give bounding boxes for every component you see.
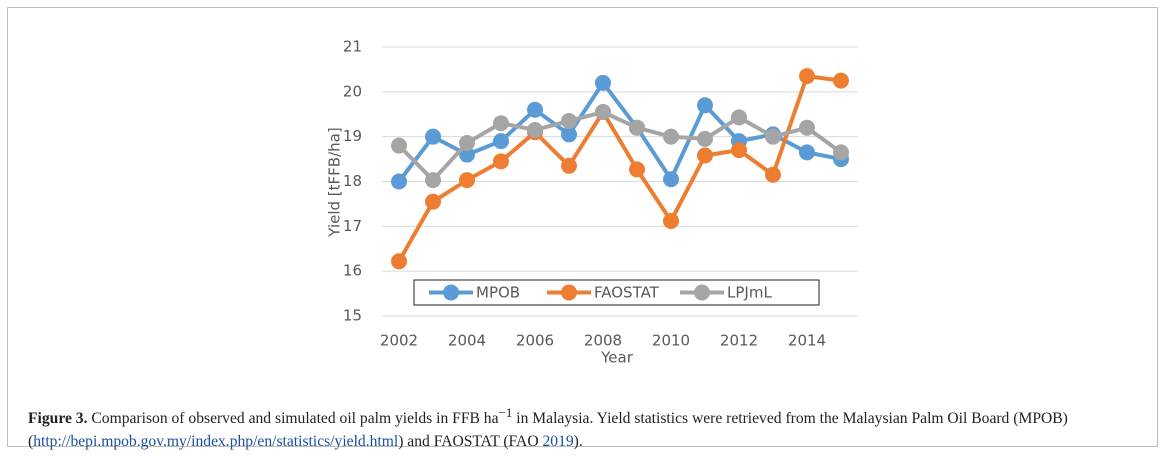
data-point xyxy=(561,112,577,129)
data-point xyxy=(765,128,781,145)
legend-marker xyxy=(561,284,577,301)
data-point xyxy=(459,146,475,163)
y-tick-label: 15 xyxy=(343,307,362,325)
caption: Figure 3. Comparison of observed and sim… xyxy=(28,401,1158,453)
x-tick-label: 2010 xyxy=(652,332,690,350)
chart: Yield [tFFB/ha] Year 15 16 17 18 19 20 21 2002 2… xyxy=(326,38,858,367)
data-point xyxy=(391,253,407,270)
legend-label: MPOB xyxy=(476,284,520,302)
legend-marker xyxy=(443,284,459,301)
data-point xyxy=(799,68,815,85)
x-tick-label: 2006 xyxy=(516,332,554,350)
data-point xyxy=(459,134,475,151)
data-point xyxy=(833,144,849,161)
data-point xyxy=(663,128,679,145)
y-tick-label: 19 xyxy=(343,127,362,145)
data-point xyxy=(697,130,713,147)
x-tick-label: 2012 xyxy=(720,332,758,350)
data-point xyxy=(731,142,747,159)
data-point xyxy=(527,101,543,118)
data-point xyxy=(663,171,679,188)
data-point xyxy=(697,97,713,114)
caption-text: ) and FAOSTAT (FAO xyxy=(398,433,543,451)
data-point xyxy=(391,137,407,154)
x-tick-label: 2008 xyxy=(584,332,622,350)
data-point xyxy=(459,172,475,189)
data-point xyxy=(595,104,611,121)
data-point xyxy=(765,166,781,183)
data-point xyxy=(833,72,849,89)
data-point xyxy=(527,121,543,138)
y-tick-label: 17 xyxy=(343,217,362,235)
data-point xyxy=(697,147,713,164)
data-point xyxy=(493,115,509,132)
data-point xyxy=(799,119,815,136)
data-point xyxy=(391,173,407,190)
data-point xyxy=(731,109,747,126)
data-point xyxy=(663,212,679,229)
legend-label: FAOSTAT xyxy=(594,284,660,302)
legend-marker xyxy=(694,284,710,301)
legend-label: LPJmL xyxy=(727,284,772,302)
legend-box xyxy=(413,279,820,306)
y-tick-label: 20 xyxy=(343,82,362,100)
data-point xyxy=(425,172,441,189)
data-point xyxy=(425,128,441,145)
caption-link[interactable]: http://bepi.mpob.gov.my/index.php/en/sta… xyxy=(33,433,399,451)
data-point xyxy=(799,144,815,161)
x-tick-label: 2002 xyxy=(380,332,418,350)
data-point xyxy=(561,157,577,174)
x-tick-label: 2004 xyxy=(448,332,486,350)
y-tick-label: 21 xyxy=(343,38,362,56)
y-tick-label: 18 xyxy=(343,172,362,190)
data-point xyxy=(629,119,645,136)
data-point xyxy=(629,161,645,178)
x-tick-label: 2014 xyxy=(788,332,826,350)
y-axis-title: Yield [tFFB/ha] xyxy=(326,127,344,237)
data-point xyxy=(595,74,611,91)
data-point xyxy=(493,133,509,150)
caption-link[interactable]: 2019 xyxy=(542,433,574,451)
data-point xyxy=(493,153,509,170)
figure: Yield [tFFB/ha] Year 15 16 17 18 19 20 21 2002 2… xyxy=(7,7,1158,450)
caption-text: in Malaysia. Yield statistics were retri… xyxy=(28,410,1068,451)
x-axis-title: Year xyxy=(600,349,634,367)
y-tick-label: 16 xyxy=(343,262,362,280)
caption-text: Comparison of observed and simulated oil… xyxy=(87,410,499,428)
data-point xyxy=(425,193,441,210)
data-point xyxy=(561,126,577,143)
caption-text: ). xyxy=(573,433,583,451)
caption-sup: −1 xyxy=(498,405,513,420)
caption-label: Figure 3. xyxy=(28,410,88,428)
